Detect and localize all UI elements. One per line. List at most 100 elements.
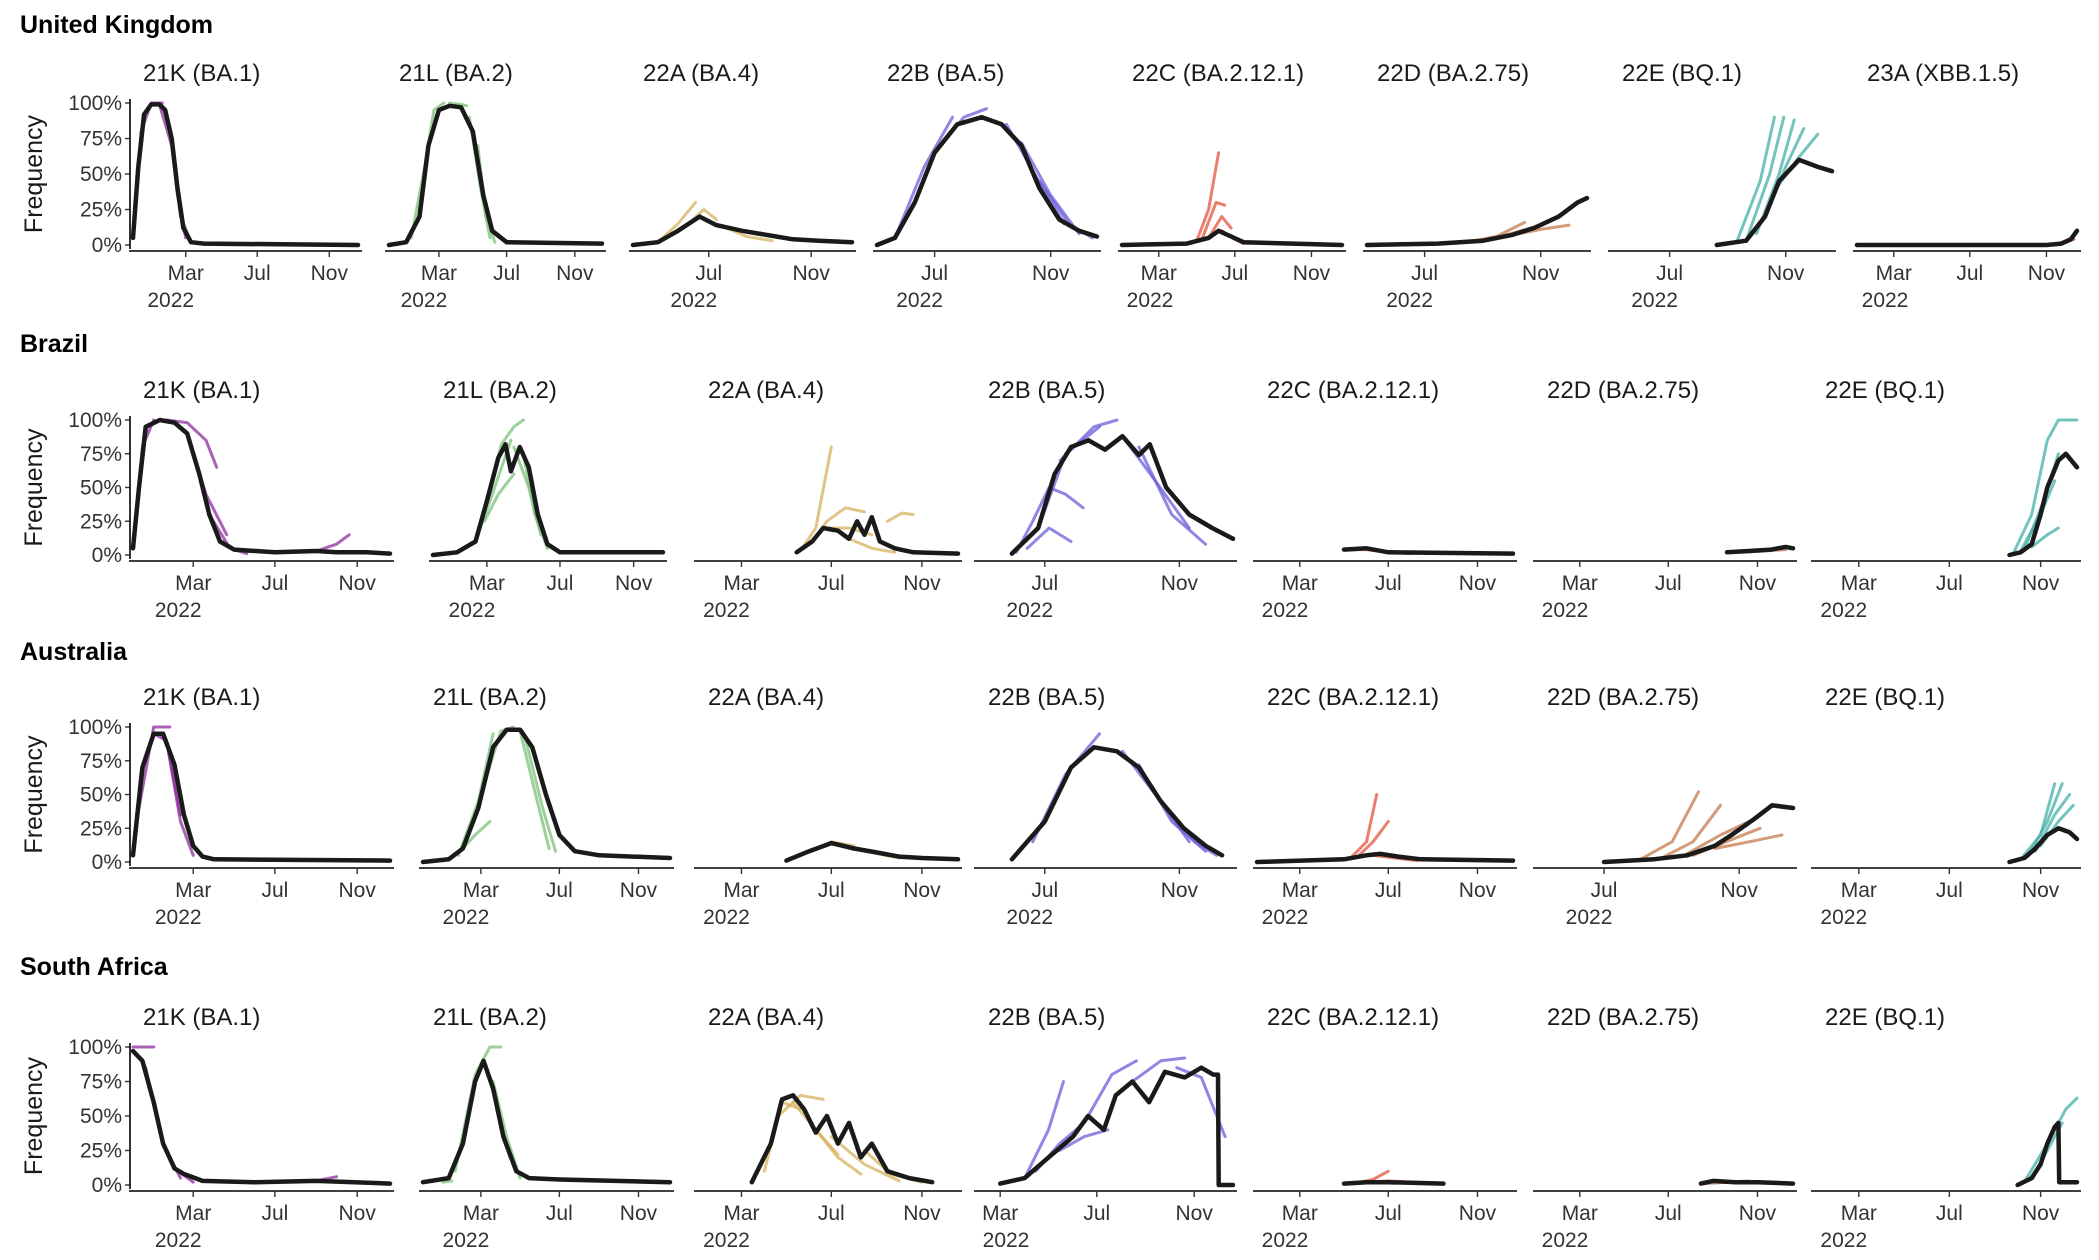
x-year-label: 2022 [147,289,194,312]
x-tick-label: Nov [2022,1202,2060,1225]
forecast-line [165,739,195,857]
forecast-line [1680,820,1751,859]
x-year-label: 2022 [896,289,943,312]
x-tick-label: Nov [339,572,377,595]
x-tick-label: Jul [493,262,520,285]
x-tick-label: Nov [1739,572,1777,595]
observed-line [874,114,1100,248]
observed-line [130,102,361,248]
forecast-line [524,739,557,853]
y-tick-label: 50% [80,1105,122,1128]
x-year-label: 2022 [443,1229,490,1252]
panel: 22B (BA.5) Jul Nov 2022 [974,377,1237,622]
y-tick-label: 100% [68,1036,122,1059]
x-tick-label: Mar [1282,1202,1318,1225]
x-tick-label: Mar [463,879,499,902]
forecast-line [814,1128,863,1176]
panel-title: 22E (BQ.1) [1622,60,1742,87]
observed-line [784,840,961,863]
observed-line [1119,228,1345,248]
panel-title: 21L (BA.2) [399,60,513,87]
x-tick-label: Mar [469,572,505,595]
panel-title: 22C (BA.2.12.1) [1267,684,1439,711]
x-tick-label: Nov [1720,879,1758,902]
x-tick-label: Jul [261,879,288,902]
forecast-line [1137,445,1208,546]
forecast-line [1195,151,1221,243]
panel-title: 21K (BA.1) [143,60,260,87]
x-tick-label: Jul [1591,879,1618,902]
observed-line [1009,433,1236,556]
panel: 22D (BA.2.75) Mar Jul Nov 2022 [1533,377,1797,622]
x-tick-label: Nov [1459,1202,1497,1225]
x-tick-label: Mar [723,879,759,902]
forecast-line [893,115,954,240]
x-tick-label: Jul [1655,1202,1682,1225]
country-title: Brazil [20,330,88,358]
panel: 22E (BQ.1) Mar Jul Nov 2022 [1811,1004,2081,1252]
observed-line [1601,803,1796,865]
x-tick-label: Nov [339,1202,377,1225]
x-tick-label: Jul [1936,1202,1963,1225]
forecast-line [2030,526,2060,549]
panel: 21K (BA.1) Mar Jul Nov 2022 [129,377,394,622]
panel-title: 22E (BQ.1) [1825,377,1945,404]
observed-line [997,1065,1236,1188]
x-tick-label: Jul [1956,262,1983,285]
panel-title: 22C (BA.2.12.1) [1267,1004,1439,1031]
observed-line [386,103,605,248]
panel: 22A (BA.4) Mar Jul Nov 2022 [694,1004,962,1252]
x-tick-label: Mar [1841,572,1877,595]
observed-line [420,1058,673,1185]
panel-title: 22E (BQ.1) [1825,1004,1945,1031]
panel: 22C (BA.2.12.1) Mar Jul Nov 2022 [1253,684,1517,929]
panel: 21L (BA.2) Mar Jul Nov 2022 [419,684,674,929]
country-title: South Africa [20,953,169,981]
observed-line [130,417,393,556]
x-tick-label: Nov [620,879,658,902]
panel: 22C (BA.2.12.1) Mar Jul Nov 2022 [1253,1004,1517,1252]
panel: 21K (BA.1) Mar Jul Nov 2022 [129,684,394,929]
x-year-label: 2022 [703,906,750,929]
y-tick-label: 25% [80,1140,122,1163]
x-tick-label: Mar [175,1202,211,1225]
y-tick-label: 25% [80,510,122,533]
x-tick-label: Mar [1876,262,1912,285]
observed-line [1254,851,1516,865]
panel-title: 21K (BA.1) [143,377,260,404]
x-tick-label: Nov [1767,262,1805,285]
x-year-label: 2022 [1542,1229,1589,1252]
panel: 22A (BA.4) Jul Nov 2022 [629,60,856,312]
forecast-line [885,511,915,523]
y-tick-label: 100% [68,92,122,115]
y-tick-label: 0% [92,851,122,874]
y-tick-label: 100% [68,409,122,432]
x-tick-label: Nov [615,572,653,595]
x-tick-label: Jul [1031,879,1058,902]
panel-title: 22B (BA.5) [887,60,1004,87]
x-tick-label: Nov [1161,879,1199,902]
panel-title: 22A (BA.4) [708,377,824,404]
x-year-label: 2022 [1006,906,1053,929]
x-tick-label: Jul [695,262,722,285]
panel-title: 22B (BA.5) [988,1004,1105,1031]
x-tick-label: Nov [2022,572,2060,595]
x-year-label: 2022 [449,599,496,622]
forecast-line [1130,1056,1187,1083]
forecast-line [1657,803,1722,861]
x-tick-label: Mar [168,262,204,285]
x-tick-label: Nov [2022,879,2060,902]
forecast-line [441,1179,454,1184]
y-tick-label: 75% [80,128,122,151]
panel: 22B (BA.5) Mar Jul Nov 2022 [974,1004,1237,1252]
panel: 22E (BQ.1) Mar Jul Nov 2022 [1811,377,2081,622]
x-tick-label: Nov [1176,1202,1214,1225]
observed-line [1009,745,1225,862]
panel: 22D (BA.2.75) Jul Nov 2022 [1533,684,1797,929]
x-year-label: 2022 [703,599,750,622]
forecast-line [453,1045,503,1173]
panel: 22D (BA.2.75) Jul Nov 2022 [1363,60,1591,312]
panel-title: 22D (BA.2.75) [1547,1004,1699,1031]
country-title: United Kingdom [20,11,213,39]
